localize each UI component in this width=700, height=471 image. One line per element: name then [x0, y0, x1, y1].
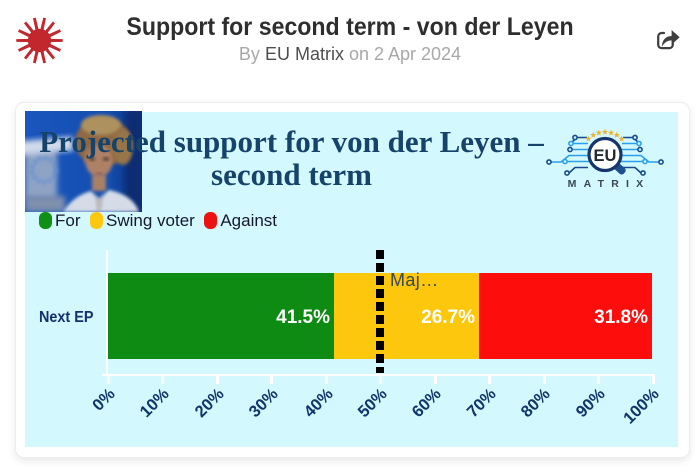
svg-text:EU: EU	[594, 147, 617, 165]
svg-text:MATRIX: MATRIX	[568, 178, 651, 190]
